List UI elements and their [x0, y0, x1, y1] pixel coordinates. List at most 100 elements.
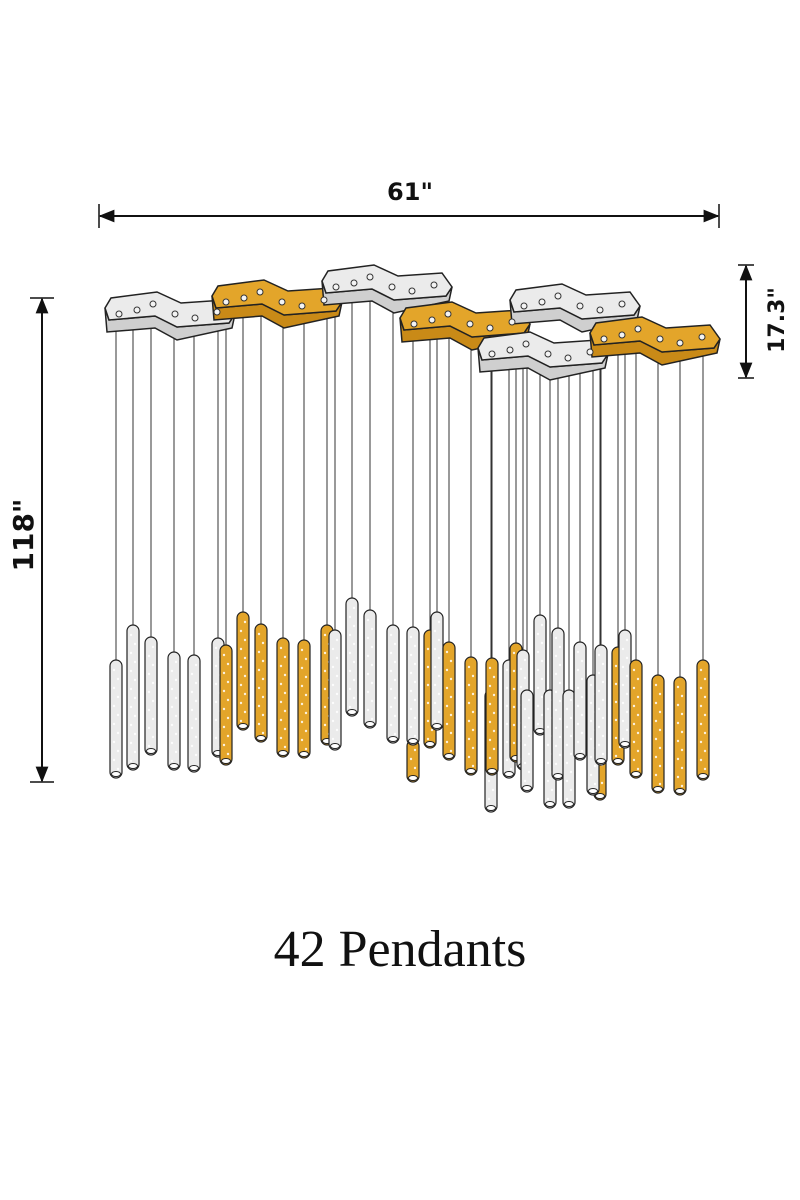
- pendant-dot: [352, 678, 356, 682]
- pendant-dot: [536, 722, 540, 726]
- pendant-dot: [279, 700, 283, 704]
- pendant-dot: [370, 717, 374, 721]
- pendant-dot: [488, 756, 492, 760]
- pendant-dot: [636, 677, 640, 681]
- pendant-dot: [437, 638, 441, 642]
- pendant-dot: [257, 650, 261, 654]
- pendant-dot: [505, 722, 509, 726]
- pendant-dot: [133, 696, 137, 700]
- pendant-dot: [389, 723, 393, 727]
- gold-pendant: [236, 611, 250, 731]
- pendant-dot: [449, 731, 453, 735]
- pendant-lens: [128, 763, 138, 769]
- pendant-dot: [601, 752, 605, 756]
- pendant-tube: [618, 629, 632, 749]
- pendant-dot: [527, 698, 531, 702]
- pendant-tube: [236, 611, 250, 731]
- screw-icon: [520, 302, 528, 310]
- pendant-dot: [239, 701, 243, 705]
- pendant-dot: [699, 758, 703, 762]
- pendant-dot: [335, 728, 339, 732]
- gold-pendant: [464, 656, 478, 776]
- screw-icon: [410, 320, 418, 328]
- pendant-dot: [323, 669, 327, 673]
- pendant-dot: [116, 749, 120, 753]
- pendant-lens: [620, 741, 630, 747]
- pendant-dot: [304, 747, 308, 751]
- pendant-dot: [283, 673, 287, 677]
- pendant-dot: [147, 654, 151, 658]
- pendant-lens: [698, 773, 708, 779]
- pendant-dot: [194, 753, 198, 757]
- pendant-dot: [116, 713, 120, 717]
- screw-icon: [408, 287, 416, 295]
- pendant-dot: [116, 731, 120, 735]
- pendant-dot: [366, 690, 370, 694]
- pendant-dot: [519, 667, 523, 671]
- pendant-dot: [413, 766, 417, 770]
- pendant-dot: [174, 678, 178, 682]
- pendant-dot: [576, 704, 580, 708]
- pendant-dot: [505, 686, 509, 690]
- pendant-dot: [151, 645, 155, 649]
- screw-icon: [618, 331, 626, 339]
- gold-pendant: [297, 639, 311, 759]
- pendant-dot: [505, 758, 509, 762]
- width-dimension: 61": [98, 178, 720, 228]
- pendant-dot: [170, 687, 174, 691]
- pendant-dot: [580, 659, 584, 663]
- pendant-dot: [558, 663, 562, 667]
- pendant-dot: [523, 658, 527, 662]
- pendant-dot: [625, 674, 629, 678]
- screw-icon: [538, 298, 546, 306]
- canopies: [104, 264, 721, 381]
- pendant-tube: [573, 641, 587, 761]
- pendant-dot: [261, 641, 265, 645]
- pendant-dot: [335, 674, 339, 678]
- pendant-dot: [621, 719, 625, 723]
- pendant-dot: [565, 725, 569, 729]
- pendant-dot: [614, 700, 618, 704]
- pendant-dot: [304, 675, 308, 679]
- pendant-dot: [554, 672, 558, 676]
- canopy-plate: [589, 316, 721, 353]
- pendant-dot: [589, 737, 593, 741]
- canopy-plate: [399, 301, 531, 338]
- pendant-dot: [279, 718, 283, 722]
- pendant-dot: [409, 653, 413, 657]
- pendant-lens: [256, 735, 266, 741]
- pendant-dot: [601, 716, 605, 720]
- pendant-dot: [546, 707, 550, 711]
- silver-pendant: [167, 651, 181, 771]
- pendant-dot: [527, 770, 531, 774]
- pendant-dot: [133, 660, 137, 664]
- pendant-dot: [512, 669, 516, 673]
- pendant-dot: [676, 739, 680, 743]
- pendant-dot: [300, 648, 304, 652]
- pendant-dot: [129, 759, 133, 763]
- pendant-dot: [335, 638, 339, 642]
- pendant-dot: [174, 660, 178, 664]
- pendant-dot: [331, 701, 335, 705]
- pendant-dot: [580, 695, 584, 699]
- pendant-dot: [540, 713, 544, 717]
- pendant-dot: [147, 744, 151, 748]
- pendant-dot: [467, 719, 471, 723]
- pendant-dot: [593, 782, 597, 786]
- pendant-dot: [304, 711, 308, 715]
- pendant-dot: [523, 676, 527, 680]
- pendant-dot: [550, 788, 554, 792]
- pendant-dot: [445, 668, 449, 672]
- pendant-dot: [348, 687, 352, 691]
- pendant-dot: [601, 734, 605, 738]
- pendant-dot: [304, 729, 308, 733]
- pendant-tube: [328, 629, 342, 751]
- pendant-dot: [283, 727, 287, 731]
- pendant-tube: [651, 674, 665, 794]
- pendant-dot: [348, 705, 352, 709]
- pendant-dot: [488, 684, 492, 688]
- screw-icon: [466, 320, 474, 328]
- pendant-tube: [430, 611, 444, 731]
- pendant-dot: [449, 713, 453, 717]
- pendant-dot: [409, 707, 413, 711]
